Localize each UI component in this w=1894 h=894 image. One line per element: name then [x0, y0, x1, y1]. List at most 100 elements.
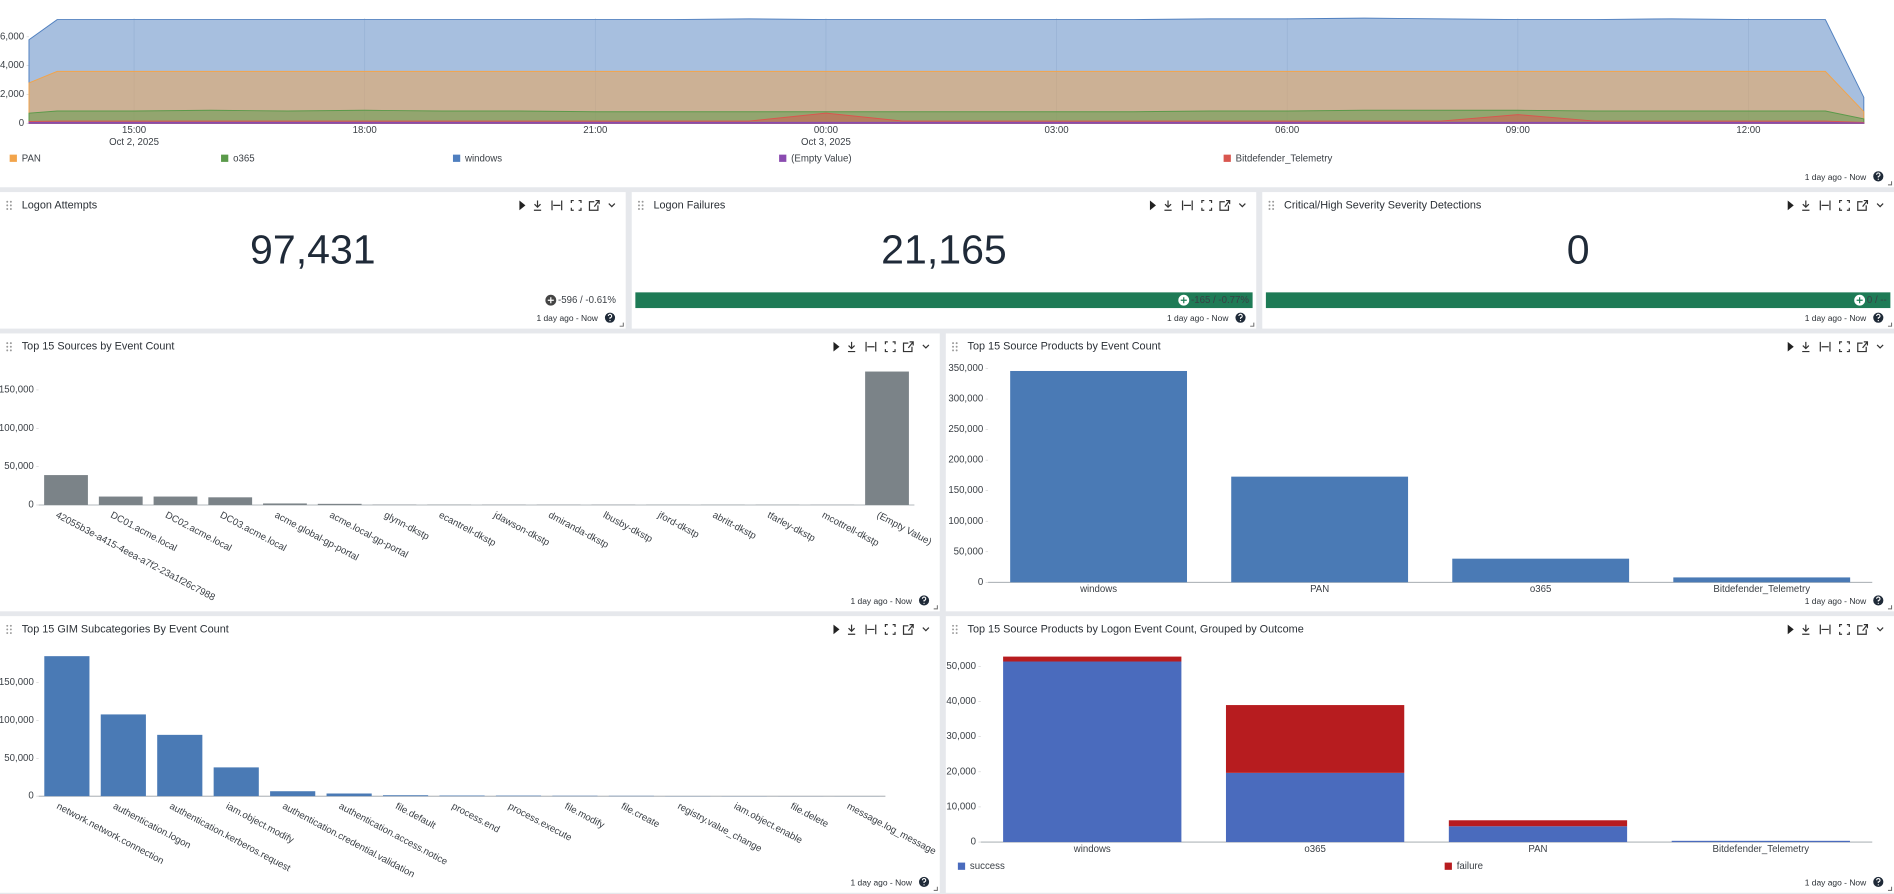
handle-dot[interactable] [952, 349, 955, 352]
handle-dot[interactable] [952, 632, 955, 635]
handle-dot[interactable] [6, 624, 9, 627]
download-button[interactable] [1802, 200, 1810, 211]
open-button[interactable] [1857, 623, 1869, 635]
handle-dot[interactable] [6, 345, 9, 348]
fit-button[interactable] [865, 341, 877, 352]
fit-button[interactable] [1181, 200, 1193, 211]
run-button[interactable] [1787, 200, 1794, 211]
handle-dot[interactable] [9, 345, 12, 348]
handle-dot[interactable] [952, 624, 955, 627]
fit-button[interactable] [1819, 341, 1831, 352]
legend-swatch[interactable] [1444, 862, 1452, 870]
open-button[interactable] [1219, 199, 1231, 211]
handle-dot[interactable] [955, 628, 958, 631]
open-button[interactable] [902, 341, 914, 353]
resize-corner[interactable] [619, 322, 624, 327]
run-button[interactable] [833, 624, 840, 635]
handle-dot[interactable] [952, 345, 955, 348]
handle-dot[interactable] [955, 342, 958, 345]
handle-dot[interactable] [9, 200, 12, 203]
handle-dot[interactable] [6, 204, 9, 207]
handle-dot[interactable] [6, 208, 9, 210]
resize-corner[interactable] [1887, 322, 1893, 327]
run-button[interactable] [1149, 200, 1156, 211]
run-button[interactable] [833, 341, 840, 352]
open-button[interactable] [588, 199, 600, 211]
menu-button[interactable] [1876, 203, 1884, 208]
legend-swatch[interactable] [452, 154, 461, 162]
handle-dot[interactable] [9, 204, 12, 207]
open-button[interactable] [1857, 341, 1869, 353]
handle-dot[interactable] [1268, 208, 1271, 210]
handle-dot[interactable] [1272, 200, 1275, 203]
download-button[interactable] [1164, 200, 1172, 211]
download-button[interactable] [1802, 341, 1810, 353]
resize-corner[interactable] [1887, 886, 1893, 891]
menu-button[interactable] [922, 344, 930, 349]
fullscreen-button[interactable] [1839, 623, 1850, 635]
run-button[interactable] [1787, 624, 1794, 635]
fullscreen-button[interactable] [1839, 341, 1850, 353]
resize-corner[interactable] [1887, 605, 1893, 610]
handle-dot[interactable] [6, 349, 9, 352]
fit-button[interactable] [1819, 200, 1831, 211]
fullscreen-button[interactable] [1839, 199, 1850, 211]
handle-dot[interactable] [6, 628, 9, 631]
legend-swatch[interactable] [1223, 154, 1231, 162]
handle-dot[interactable] [6, 200, 9, 203]
handle-dot[interactable] [952, 628, 955, 631]
fullscreen-button[interactable] [884, 623, 896, 635]
download-button[interactable] [847, 624, 856, 635]
fit-button[interactable] [551, 200, 563, 211]
handle-dot[interactable] [9, 208, 12, 210]
menu-button[interactable] [922, 627, 930, 632]
handle-dot[interactable] [955, 632, 958, 635]
menu-button[interactable] [1876, 344, 1884, 349]
download-button[interactable] [533, 200, 542, 211]
legend-swatch[interactable] [221, 154, 229, 162]
legend-swatch[interactable] [779, 154, 787, 162]
resize-corner[interactable] [933, 605, 938, 610]
resize-corner[interactable] [1250, 322, 1255, 327]
handle-dot[interactable] [9, 632, 12, 635]
handle-dot[interactable] [9, 628, 12, 631]
legend-label[interactable]: Bitdefender_Telemetry [1236, 153, 1333, 164]
open-button[interactable] [902, 623, 914, 635]
handle-dot[interactable] [641, 208, 644, 210]
handle-dot[interactable] [9, 349, 12, 352]
handle-dot[interactable] [955, 624, 958, 627]
handle-dot[interactable] [952, 342, 955, 345]
handle-dot[interactable] [641, 204, 644, 207]
handle-dot[interactable] [638, 208, 640, 210]
download-button[interactable] [847, 341, 856, 353]
handle-dot[interactable] [955, 349, 958, 352]
menu-button[interactable] [1876, 627, 1884, 632]
handle-dot[interactable] [9, 624, 12, 627]
legend-label[interactable]: windows [464, 153, 502, 164]
run-button[interactable] [519, 200, 526, 211]
fullscreen-button[interactable] [884, 341, 896, 353]
legend-swatch[interactable] [957, 862, 966, 870]
run-button[interactable] [1787, 341, 1794, 352]
handle-dot[interactable] [1268, 200, 1271, 203]
legend-label[interactable]: PAN [22, 153, 41, 164]
handle-dot[interactable] [638, 200, 640, 203]
fullscreen-button[interactable] [570, 199, 582, 211]
handle-dot[interactable] [955, 345, 958, 348]
handle-dot[interactable] [6, 632, 9, 635]
legend-swatch[interactable] [9, 154, 17, 162]
open-button[interactable] [1857, 199, 1869, 211]
fullscreen-button[interactable] [1201, 199, 1213, 211]
download-button[interactable] [1802, 624, 1810, 635]
legend-label[interactable]: o365 [233, 153, 254, 164]
handle-dot[interactable] [9, 342, 12, 345]
handle-dot[interactable] [6, 342, 9, 345]
handle-dot[interactable] [1272, 204, 1275, 207]
legend-label[interactable]: failure [1457, 861, 1483, 872]
fit-button[interactable] [865, 624, 877, 635]
fit-button[interactable] [1819, 624, 1831, 635]
resize-corner[interactable] [933, 886, 938, 891]
handle-dot[interactable] [1268, 204, 1271, 207]
handle-dot[interactable] [638, 204, 640, 207]
menu-button[interactable] [1238, 203, 1246, 208]
